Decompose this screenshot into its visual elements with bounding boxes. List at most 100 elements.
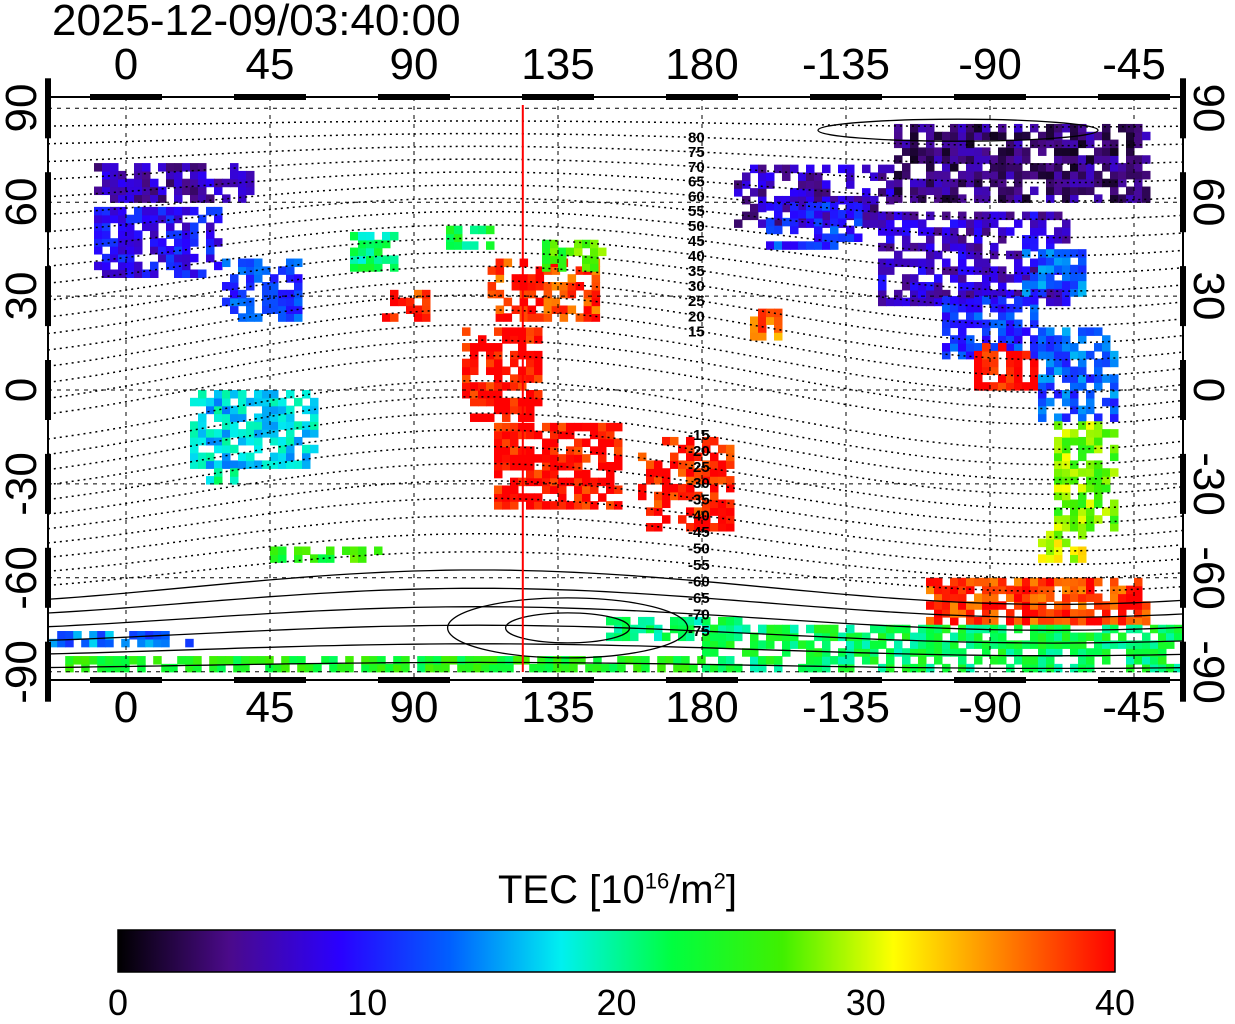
tec-cell xyxy=(310,429,319,438)
tec-cell xyxy=(1046,327,1055,336)
tec-cell xyxy=(358,231,367,241)
tec-cell xyxy=(241,656,250,665)
tec-cell xyxy=(238,452,247,462)
tec-cell xyxy=(958,327,967,336)
tec-cell xyxy=(926,648,935,657)
tec-cell xyxy=(806,180,815,189)
tec-cell xyxy=(998,374,1007,383)
tec-cell xyxy=(950,577,959,587)
tec-cell xyxy=(1062,280,1071,289)
tec-cell xyxy=(193,656,202,665)
tec-cell xyxy=(886,266,895,275)
tec-cell xyxy=(294,282,303,291)
contour-labels: 8075706560555045403530252015-15-20-25-30… xyxy=(688,130,710,641)
tec-cell xyxy=(118,246,127,255)
tec-cell xyxy=(286,436,295,446)
tec-cell xyxy=(974,343,983,352)
tec-cell xyxy=(1078,358,1087,368)
tec-cell xyxy=(494,469,503,479)
tec-cell xyxy=(158,206,167,216)
tec-cell xyxy=(230,460,239,469)
tec-cell xyxy=(502,382,511,391)
tec-cell xyxy=(974,311,983,321)
tec-cell xyxy=(569,656,578,665)
tec-cell xyxy=(190,222,199,232)
tec-cell xyxy=(998,194,1007,203)
tec-cell xyxy=(694,507,703,516)
tec-cell xyxy=(566,461,575,471)
magnetic-contour xyxy=(48,224,1183,275)
tec-cell xyxy=(393,663,402,673)
tec-cell xyxy=(519,258,529,268)
tec-cell xyxy=(982,186,991,196)
tec-cell xyxy=(1038,264,1047,274)
tec-cell xyxy=(462,327,471,336)
tec-cell xyxy=(193,663,202,673)
tec-cell xyxy=(758,195,767,205)
tec-cell xyxy=(1062,468,1071,477)
tec-cell xyxy=(806,640,815,649)
tec-cell xyxy=(190,397,199,407)
tec-cell xyxy=(734,616,743,626)
tec-cell xyxy=(150,230,159,239)
tec-cell xyxy=(526,454,535,463)
tec-cell xyxy=(886,195,895,205)
tec-cell xyxy=(1054,421,1063,430)
tec-cell xyxy=(886,297,895,307)
tec-cell xyxy=(950,311,959,321)
tec-cell xyxy=(278,554,287,563)
tec-cell xyxy=(542,247,551,257)
tec-cell xyxy=(734,624,743,634)
tec-cell xyxy=(918,186,927,196)
tec-cell xyxy=(278,460,287,469)
tec-cell xyxy=(694,616,703,626)
tec-cell xyxy=(222,444,231,454)
tec-cell xyxy=(494,327,503,336)
tec-cell xyxy=(782,640,791,649)
tec-cell xyxy=(806,195,815,205)
tec-cell xyxy=(441,663,450,673)
tec-cell xyxy=(990,366,999,376)
tec-cell xyxy=(526,335,535,344)
magnetic-contour xyxy=(48,379,1183,451)
tec-cell xyxy=(238,429,247,438)
tec-cell xyxy=(950,632,959,642)
y-tick-label-right: 0 xyxy=(1184,377,1233,403)
tec-cell xyxy=(94,163,103,172)
tec-cell xyxy=(966,250,975,260)
tec-cell xyxy=(838,663,847,673)
tec-cell xyxy=(297,656,306,665)
tec-cell xyxy=(374,255,383,264)
tec-cell xyxy=(1046,530,1055,540)
tec-cell xyxy=(678,460,687,469)
tec-cell xyxy=(1006,147,1015,156)
tec-cell xyxy=(878,289,887,299)
tec-cell xyxy=(511,282,521,291)
tec-cell xyxy=(270,390,279,399)
tec-cell xyxy=(526,461,535,471)
tec-cell xyxy=(185,656,194,665)
tec-cell xyxy=(870,203,879,213)
tec-cell xyxy=(734,188,743,197)
tec-cell xyxy=(1006,343,1015,352)
tec-cell xyxy=(958,601,967,610)
tec-cell xyxy=(942,178,951,188)
tec-cell xyxy=(1022,266,1031,275)
tec-cell xyxy=(614,422,623,432)
tec-cell xyxy=(230,305,239,314)
tec-cell xyxy=(502,413,511,422)
tec-cell xyxy=(393,656,402,665)
tec-cell xyxy=(230,405,239,415)
tec-cell xyxy=(654,476,663,485)
tec-cell xyxy=(902,282,911,291)
tec-cell xyxy=(790,164,799,174)
tec-cell xyxy=(846,640,855,649)
tec-cell xyxy=(487,289,497,299)
tec-cell xyxy=(1062,186,1071,196)
tec-cell xyxy=(1030,343,1039,352)
tec-cell xyxy=(806,241,815,250)
tec-cell xyxy=(526,327,535,336)
magnetic-contour xyxy=(48,309,1183,378)
contour-label: 30 xyxy=(688,278,705,295)
tec-cell xyxy=(1102,468,1111,477)
